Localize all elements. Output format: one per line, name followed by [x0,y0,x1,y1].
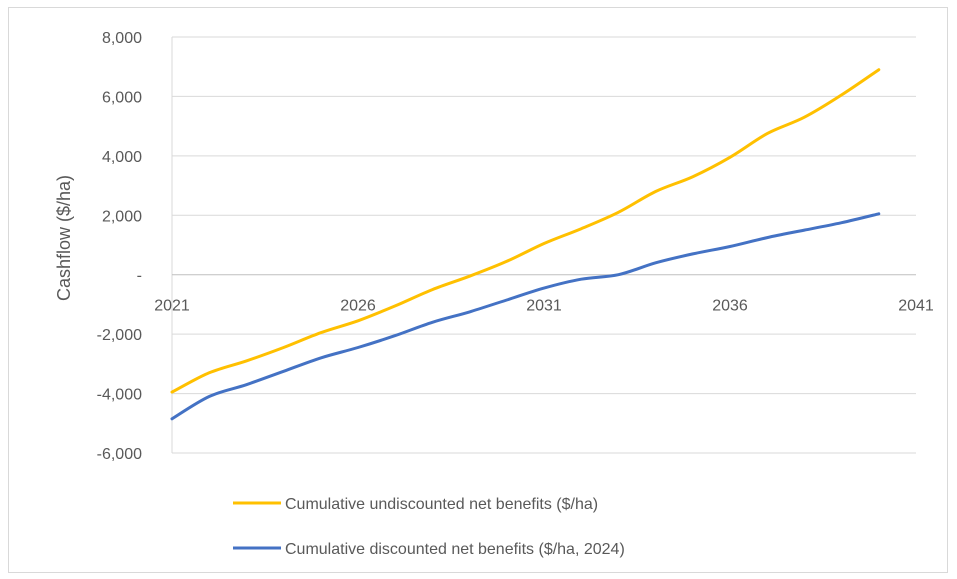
y-tick-label: 8,000 [102,30,142,47]
gridlines [172,36,916,454]
legend-label: Cumulative discounted net benefits ($/ha… [285,541,625,558]
x-tick-label: 2021 [154,298,190,315]
y-tick-label: -2,000 [97,327,142,344]
y-tick-label: 2,000 [102,208,142,225]
x-tick-label: 2041 [898,298,934,315]
series-line-undiscounted [170,68,881,394]
x-tick-label: 2026 [340,298,376,315]
y-tick-label: 6,000 [102,89,142,106]
series-line-discounted [170,212,881,421]
y-tick-label: -6,000 [97,446,142,463]
y-tick-labels: 8,000 6,000 4,000 2,000 - -2,000 -4,000 -6,000 [97,30,142,463]
legend-label: Cumulative undiscounted net benefits ($/… [285,496,598,513]
legend: Cumulative undiscounted net benefits ($/… [233,496,625,558]
x-tick-label: 2036 [712,298,748,315]
x-tick-label: 2031 [526,298,562,315]
y-axis-title: Cashflow ($/ha) [54,175,74,301]
y-tick-label: - [137,268,142,285]
chart-frame [8,7,948,573]
y-tick-label: -4,000 [97,387,142,404]
series-lines [170,68,881,421]
axes [171,37,916,453]
y-tick-label: 4,000 [102,149,142,166]
x-tick-labels: 2021 2026 2031 2036 2041 [154,298,934,315]
